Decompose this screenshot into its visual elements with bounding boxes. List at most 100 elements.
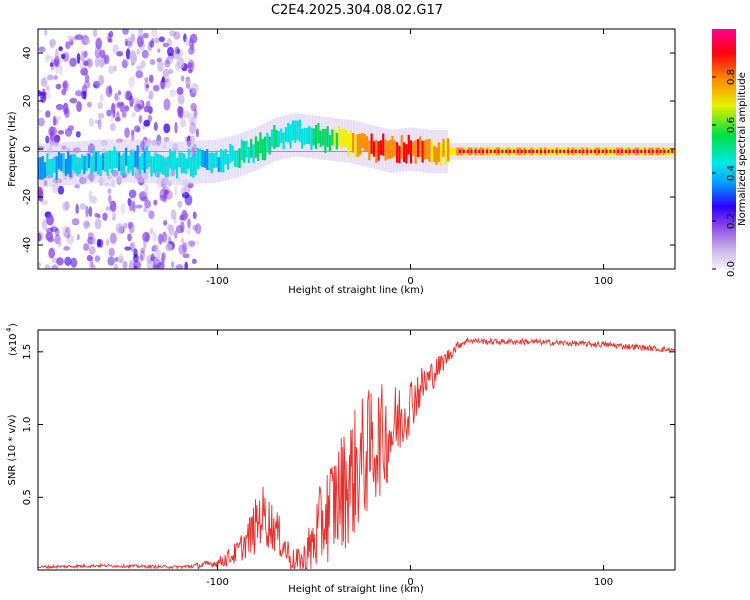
ridge-cell [67,151,70,175]
noise-point [114,92,119,101]
noise-point [49,62,54,67]
ridge-core [605,149,608,154]
ridge-cell [159,154,162,173]
ridge-cell [257,141,260,162]
noise-point [142,32,149,39]
noise-point [147,106,153,114]
ridge-cell [201,150,204,167]
noise-point [139,254,143,262]
ridge-core [543,149,546,154]
noise-point [129,95,134,108]
ridge-core [620,149,624,154]
ridge-cell [287,122,290,143]
noise-point [79,202,87,211]
noise-point [108,247,115,257]
ridge-cell [231,145,234,162]
ridge-cell [386,140,389,160]
ridge-core [501,149,504,154]
ridge-cell [266,132,269,153]
ridge-cell [402,142,406,163]
ridge-cell [203,151,206,168]
noise-point [162,68,170,78]
noise-point [80,67,89,76]
noise-point [138,29,144,37]
ridge-cell [412,141,415,157]
noise-point [45,53,50,63]
noise-point [56,104,64,112]
spectrogram-ticks: -100 0 100 -40 -20 0 20 40 [22,29,675,287]
noise-point [74,183,80,189]
ridge-core [636,149,639,154]
spectrogram-xtick-label: 0 [407,276,413,287]
ridge-cell [407,134,410,155]
noise-point [186,227,192,235]
snr-panel: -100 0 100 0.5 1.0 1.5 Height of straight lin… [5,323,676,595]
noise-point [188,38,194,49]
noise-point [94,218,102,230]
noise-point [162,78,169,83]
noise-point [76,233,80,241]
noise-point [192,224,198,231]
ridge-cell [175,157,179,179]
noise-point [120,202,126,215]
ridge-halo [366,124,370,168]
ridge-core [512,149,516,154]
noise-point [56,104,64,111]
snr-ticks: -100 0 100 0.5 1.0 1.5 [22,330,675,588]
snr-scale-label: (x10 4 ) [5,323,19,356]
ridge-core [578,149,581,154]
ridge-cell [57,152,61,170]
noise-point [113,263,118,269]
noise-point [113,65,117,72]
noise-point [136,35,144,48]
colorbar-label: Normalized spectral amplitude [737,72,748,226]
ridge-halo [158,140,162,184]
ridge-cell [41,156,44,180]
ridge-cell [245,140,248,158]
noise-point [67,125,75,131]
ridge-cell [247,146,250,164]
ridge-core [609,149,612,154]
ridge-halo [320,116,324,160]
ridge-cell [335,132,339,150]
noise-point [150,253,155,261]
ridge-cell [233,150,237,167]
ridge-cell [74,154,77,173]
ridge-cell [456,147,459,156]
noise-point [148,90,154,100]
noise-point [121,60,128,69]
ridge-core [497,149,500,154]
ridge-cell [502,147,505,156]
noise-point [60,53,66,60]
noise-point [96,238,102,248]
noise-point [124,38,128,47]
ridge-cell [219,148,223,172]
noise-point [114,116,121,122]
noise-point [184,261,188,269]
noise-point [130,52,138,65]
noise-point [63,246,71,251]
noise-point [65,41,71,50]
noise-point [131,111,136,118]
ridge-cell [39,157,42,180]
snr-ytick-label: 1.0 [22,417,33,433]
noise-point [151,244,160,252]
ridge-cell [301,128,304,149]
noise-point [84,221,91,228]
noise-point [82,220,90,230]
ridge-cell [173,150,176,170]
noise-point [152,231,157,242]
ridge-cell [115,151,118,168]
noise-point [71,218,80,226]
noise-point [75,34,84,41]
ridge-cell [152,156,156,174]
ridge-cell [141,153,144,171]
noise-point [133,265,138,269]
ridge-cell [611,147,614,156]
spectrogram-xtick-label: -100 [206,276,229,287]
ridge-cell [169,149,172,169]
ridge-cell [129,150,132,171]
noise-point [52,115,57,127]
noise-point [168,68,174,75]
noise-point [175,264,184,269]
